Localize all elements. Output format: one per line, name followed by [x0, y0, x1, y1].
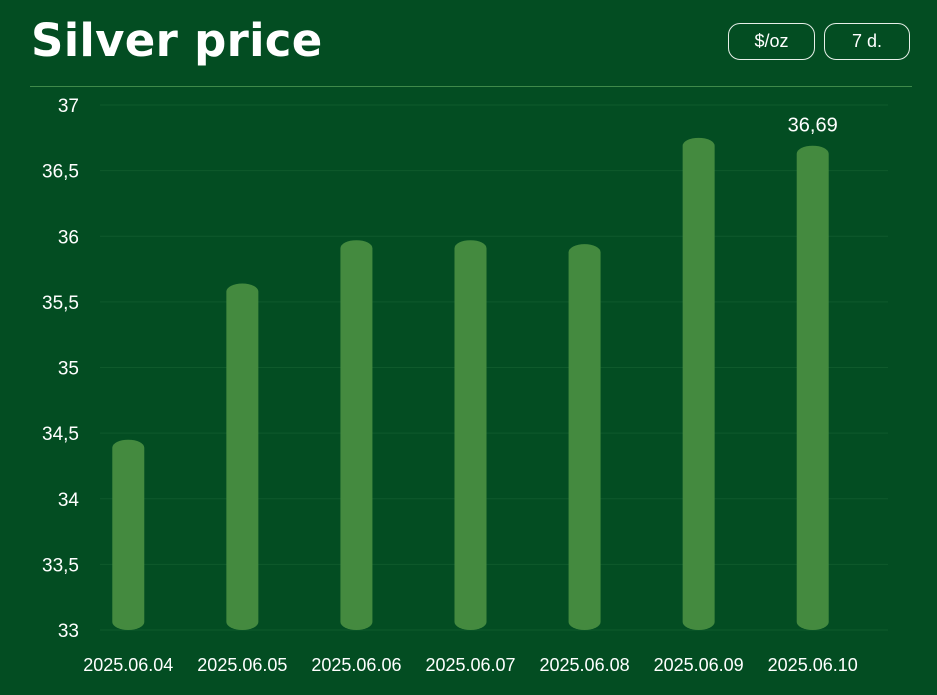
x-tick-label: 2025.06.10	[768, 655, 858, 675]
x-tick-label: 2025.06.06	[311, 655, 401, 675]
data-label: 36,69	[788, 115, 838, 137]
data-labels: 36,69	[788, 115, 838, 137]
y-tick-label: 34,5	[42, 424, 79, 445]
bars	[112, 137, 829, 631]
y-tick-label: 35	[58, 359, 79, 380]
x-tick-label: 2025.06.09	[654, 655, 744, 675]
x-tick-label: 2025.06.04	[83, 655, 173, 675]
range-toggle-button[interactable]: 7 d.	[824, 23, 910, 60]
bar[interactable]	[226, 283, 259, 631]
y-tick-label: 33,5	[42, 555, 79, 576]
bar[interactable]	[454, 240, 487, 630]
bar[interactable]	[568, 244, 601, 630]
bar[interactable]	[112, 439, 145, 630]
y-tick-label: 37	[58, 96, 79, 117]
bar[interactable]	[682, 137, 715, 630]
y-tick-label: 35,5	[42, 293, 79, 314]
y-tick-label: 33	[58, 621, 79, 642]
y-tick-label: 36,5	[42, 162, 79, 183]
x-tick-label: 2025.06.08	[540, 655, 630, 675]
page-title: Silver price	[31, 14, 323, 67]
y-tick-label: 34	[58, 490, 80, 511]
unit-toggle-button[interactable]: $/oz	[728, 23, 815, 60]
x-tick-label: 2025.06.07	[425, 655, 515, 675]
bar[interactable]	[796, 145, 829, 630]
y-tick-label: 36	[58, 227, 79, 248]
bar[interactable]	[340, 240, 373, 630]
y-axis-ticks: 33 33,5 34 34,5 35 35,5 36 36,5 37	[42, 96, 79, 642]
grid-lines	[100, 104, 888, 631]
x-tick-label: 2025.06.05	[197, 655, 287, 675]
header-divider	[30, 86, 912, 87]
x-axis-ticks: 2025.06.04 2025.06.05 2025.06.06 2025.06.07…	[83, 655, 858, 675]
